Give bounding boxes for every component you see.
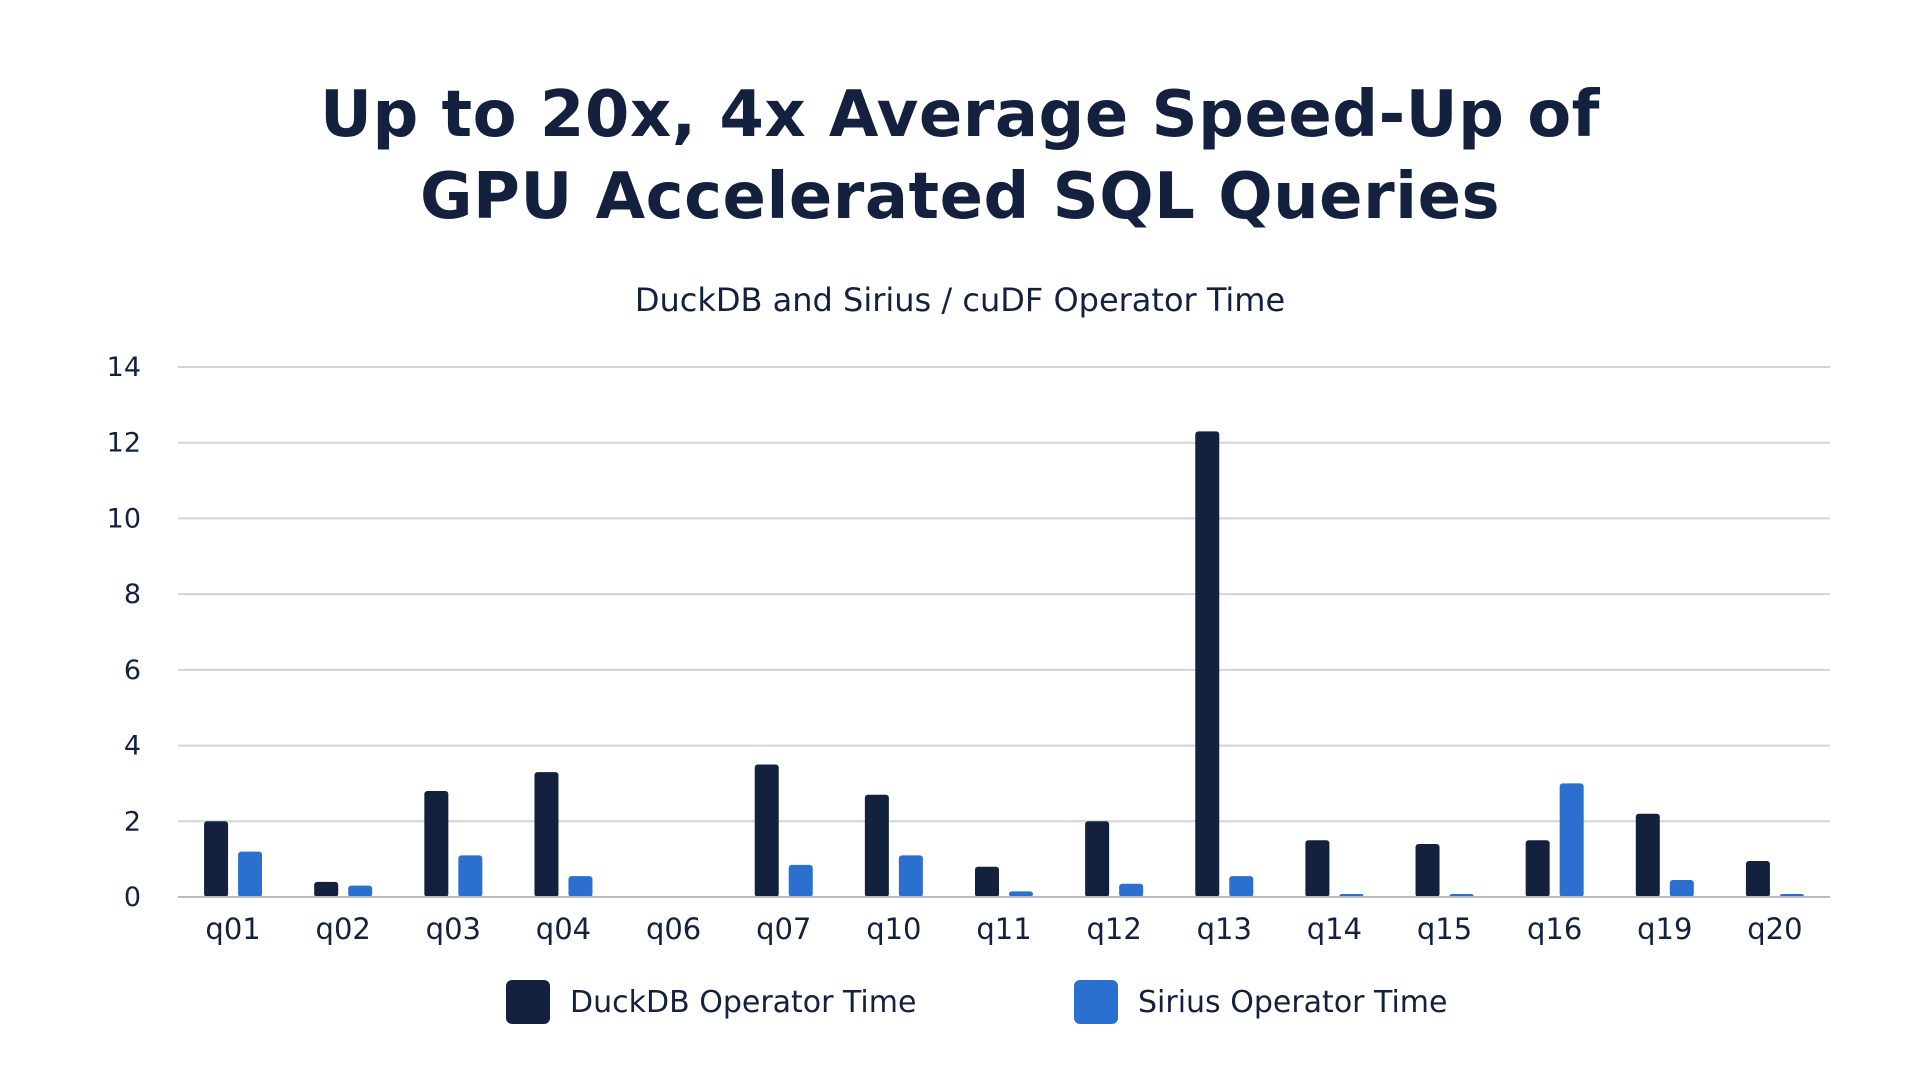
y-tick-label: 14 bbox=[107, 352, 141, 383]
x-tick-label-q04: q04 bbox=[536, 912, 591, 946]
bar-duckdb-q01 bbox=[204, 821, 229, 897]
y-tick-label: 8 bbox=[124, 579, 141, 610]
bar-duckdb-q11 bbox=[975, 866, 999, 897]
y-tick-label: 10 bbox=[107, 503, 141, 534]
x-tick-label-q11: q11 bbox=[976, 912, 1031, 946]
x-tick-label-q16: q16 bbox=[1527, 912, 1582, 946]
chart-title-line-2: GPU Accelerated SQL Queries bbox=[419, 160, 1501, 234]
y-tick-label: 6 bbox=[124, 655, 141, 686]
legend-swatch-duckdb bbox=[506, 980, 550, 1024]
bar-duckdb-q14 bbox=[1305, 840, 1330, 897]
y-tick-label: 0 bbox=[124, 882, 141, 913]
bar-sirius-q12 bbox=[1119, 883, 1144, 897]
x-tick-label-q01: q01 bbox=[205, 912, 260, 946]
y-tick-label: 2 bbox=[124, 806, 141, 837]
x-tick-label-q19: q19 bbox=[1637, 912, 1692, 946]
bar-duckdb-q13 bbox=[1195, 431, 1220, 897]
x-tick-label-q15: q15 bbox=[1417, 912, 1472, 946]
bar-duckdb-q10 bbox=[864, 794, 889, 897]
x-tick-label-q10: q10 bbox=[866, 912, 921, 946]
x-tick-label-q14: q14 bbox=[1307, 912, 1362, 946]
legend-item-sirius: Sirius Operator Time bbox=[1074, 978, 1447, 1026]
y-tick-label: 12 bbox=[107, 428, 141, 459]
y-tick-label: 4 bbox=[124, 731, 141, 762]
x-tick-label-q12: q12 bbox=[1086, 912, 1141, 946]
x-tick-label-q03: q03 bbox=[426, 912, 481, 946]
x-tick-label-q02: q02 bbox=[316, 912, 371, 946]
bar-duckdb-q07 bbox=[754, 764, 779, 897]
bar-duckdb-q02 bbox=[314, 881, 339, 897]
bar-sirius-q07 bbox=[788, 864, 813, 897]
bar-sirius-q04 bbox=[568, 876, 593, 897]
bar-sirius-q19 bbox=[1669, 879, 1694, 897]
bar-duckdb-q15 bbox=[1415, 844, 1440, 897]
bar-duckdb-q16 bbox=[1525, 840, 1550, 897]
bar-sirius-q01 bbox=[238, 851, 263, 897]
bar-sirius-q02 bbox=[348, 885, 373, 897]
bar-duckdb-q19 bbox=[1635, 813, 1660, 897]
x-tick-label-q06: q06 bbox=[646, 912, 701, 946]
bar-duckdb-q20 bbox=[1745, 861, 1770, 897]
bar-sirius-q11 bbox=[1009, 891, 1033, 897]
legend-label-sirius: Sirius Operator Time bbox=[1138, 984, 1448, 1020]
bar-duckdb-q04 bbox=[534, 772, 559, 897]
x-tick-label-q07: q07 bbox=[756, 912, 811, 946]
legend-swatch-sirius bbox=[1074, 980, 1118, 1024]
bar-sirius-q10 bbox=[898, 855, 923, 897]
chart-legend: DuckDB Operator Time Sirius Operator Tim… bbox=[0, 978, 1920, 1026]
bar-duckdb-q03 bbox=[424, 791, 449, 897]
bar-sirius-q13 bbox=[1229, 876, 1254, 897]
legend-label-duckdb: DuckDB Operator Time bbox=[570, 984, 917, 1020]
chart-subtitle: DuckDB and Sirius / cuDF Operator Time bbox=[634, 281, 1286, 319]
x-tick-label-q13: q13 bbox=[1197, 912, 1252, 946]
bar-sirius-q03 bbox=[458, 855, 483, 897]
legend-item-duckdb: DuckDB Operator Time bbox=[506, 978, 916, 1026]
bar-sirius-q16 bbox=[1559, 783, 1584, 897]
bar-duckdb-q12 bbox=[1085, 821, 1110, 897]
chart-title-line-1: Up to 20x, 4x Average Speed-Up of bbox=[319, 78, 1601, 152]
x-tick-label-q20: q20 bbox=[1747, 912, 1802, 946]
